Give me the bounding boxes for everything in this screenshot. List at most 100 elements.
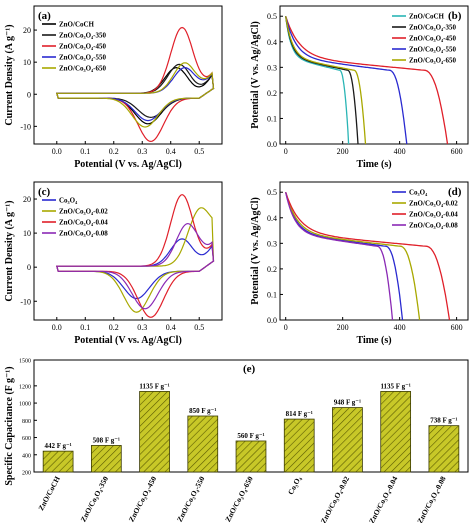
gcd-series-line xyxy=(285,16,408,145)
panel-label: (d) xyxy=(448,186,462,198)
cv-series-line xyxy=(55,66,215,125)
category-label: ZnO/CoCH xyxy=(36,475,62,512)
x-tick-label: 0.5 xyxy=(194,147,204,156)
bar-value-label: 948 F g⁻¹ xyxy=(334,399,361,407)
gcd-chart: 0 200 400 600 0.0 0.1 0.2 0.3 0.4 0.5 Time (s) Pote… xyxy=(250,5,469,170)
legend-entry: ZnO/Co₃O₄-0.02 xyxy=(409,200,458,208)
legend-entry: ZnO/Co₃O₄-0.04 xyxy=(59,219,108,227)
legend-entry: ZnO/Co₃O₄-650 xyxy=(59,65,106,73)
panel-label: (c) xyxy=(38,186,51,198)
gcd-series-line xyxy=(285,192,394,321)
legend-entry: ZnO/Co₃O₄-0.08 xyxy=(59,230,108,238)
x-tick-label: 0 xyxy=(284,323,288,332)
y-tick-label: 10 xyxy=(23,229,31,238)
bar xyxy=(283,418,315,473)
x-tick-label: 200 xyxy=(337,323,349,332)
x-axis-label: Time (s) xyxy=(356,159,391,170)
bar-value-label: 850 F g⁻¹ xyxy=(189,407,216,415)
y-tick-label: 400 xyxy=(22,453,31,459)
x-tick-label: 0.4 xyxy=(166,323,176,332)
category-label: ZnO/Co₃O₄-550 xyxy=(175,475,207,523)
gcd-series-line xyxy=(285,192,404,321)
y-tick-label: 0.0 xyxy=(267,140,277,149)
legend-entry: ZnO/Co₃O₄-350 xyxy=(59,32,106,40)
gcd-series-line xyxy=(285,191,451,321)
bar xyxy=(139,391,170,473)
x-tick-label: 0.2 xyxy=(109,323,119,332)
y-tick-label: 0.4 xyxy=(267,38,277,47)
bar xyxy=(235,440,267,473)
cv-chart: 0.0 0.1 0.2 0.3 0.4 0.5 -10 0 10 20 Potential (V v… xyxy=(4,181,223,346)
bar-value-label: 814 F g⁻¹ xyxy=(286,410,313,418)
y-axis-label: Potential (V vs. Ag/AgCl) xyxy=(250,21,261,129)
legend-entry: Co₃O₄ xyxy=(59,197,78,205)
panel-label: (a) xyxy=(38,10,51,22)
plot-frame xyxy=(33,181,223,321)
x-axis-label: Potential (V vs. Ag/AgCl) xyxy=(74,159,182,170)
y-tick-label: 0.4 xyxy=(267,214,277,223)
category-label: ZnO/Co₃O₄-450 xyxy=(127,475,159,523)
x-tick-label: 200 xyxy=(337,147,349,156)
plot-frame xyxy=(279,5,469,145)
category-label: ZnO/Co₃O₄-350 xyxy=(79,475,111,523)
y-tick-label: 200 xyxy=(22,471,31,477)
y-axis-label: Specific Capacitance (F g⁻¹) xyxy=(4,366,15,485)
bar xyxy=(428,425,460,473)
legend-entry: Co₃O₄ xyxy=(409,189,428,197)
category-label: ZnO/Co₃O₄-0.04 xyxy=(367,475,400,523)
y-tick-label: 0 xyxy=(27,263,31,272)
y-tick-label: 0.1 xyxy=(267,114,277,123)
plot-frame xyxy=(33,5,223,145)
gcd-chart: 0 200 400 600 0.0 0.1 0.2 0.3 0.4 0.5 Time (s) Pote… xyxy=(250,181,469,346)
y-tick-label: 0.5 xyxy=(267,12,277,21)
x-tick-label: 0.1 xyxy=(80,323,90,332)
x-axis-label: Time (s) xyxy=(356,335,391,346)
gcd-series-line xyxy=(285,16,350,145)
y-tick-label: 0.2 xyxy=(267,265,277,274)
y-tick-label: 1000 xyxy=(19,402,31,408)
bar xyxy=(90,445,122,473)
gcd-series-line xyxy=(285,192,421,321)
bar-value-label: 1135 F g⁻¹ xyxy=(139,382,169,390)
y-tick-label: 600 xyxy=(22,436,31,442)
y-tick-label: 1500 xyxy=(19,359,31,365)
x-tick-label: 0.0 xyxy=(52,323,62,332)
y-tick-label: 0.0 xyxy=(267,316,277,325)
bar xyxy=(380,391,412,473)
y-tick-label: 0.5 xyxy=(267,188,277,197)
y-tick-label: 0.2 xyxy=(267,89,277,98)
y-tick-label: 20 xyxy=(23,26,31,35)
y-tick-label: 20 xyxy=(23,195,31,204)
x-tick-label: 0.2 xyxy=(109,147,119,156)
bar xyxy=(42,450,74,473)
y-tick-label: -10 xyxy=(20,122,31,131)
y-axis-label: Potential (V vs. Ag/AgCl) xyxy=(250,197,261,305)
x-tick-label: 0.3 xyxy=(137,147,147,156)
legend-entry: ZnO/CoCH xyxy=(59,21,95,29)
gcd-series-line xyxy=(285,15,449,145)
y-tick-label: 0.1 xyxy=(267,290,277,299)
gcd-series-line xyxy=(285,16,359,145)
plot-frame xyxy=(279,181,469,321)
category-label: ZnO/Co₃O₄-650 xyxy=(223,475,255,523)
x-tick-label: 0.5 xyxy=(194,323,204,332)
x-tick-label: 0.0 xyxy=(52,147,62,156)
x-tick-label: 0.1 xyxy=(80,147,90,156)
y-tick-label: 0.3 xyxy=(267,239,277,248)
legend-entry: ZnO/Co₃O₄-0.08 xyxy=(409,222,458,230)
y-tick-label: -10 xyxy=(20,297,31,306)
x-tick-label: 400 xyxy=(394,323,406,332)
category-label: Co₃O₄ xyxy=(286,474,303,496)
x-tick-label: 600 xyxy=(451,147,463,156)
y-tick-label: 10 xyxy=(23,58,31,67)
legend-entry: ZnO/Co₃O₄-0.02 xyxy=(59,208,108,216)
legend-entry: ZnO/Co₃O₄-550 xyxy=(59,54,106,62)
x-tick-label: 0 xyxy=(284,147,288,156)
panel-label: (b) xyxy=(448,10,462,22)
x-tick-label: 0.4 xyxy=(166,147,176,156)
legend-entry: ZnO/Co₃O₄-450 xyxy=(59,43,106,51)
cv-series-line xyxy=(56,222,215,310)
bar-value-label: 1135 F g⁻¹ xyxy=(380,382,410,390)
y-tick-label: 0 xyxy=(27,90,31,99)
